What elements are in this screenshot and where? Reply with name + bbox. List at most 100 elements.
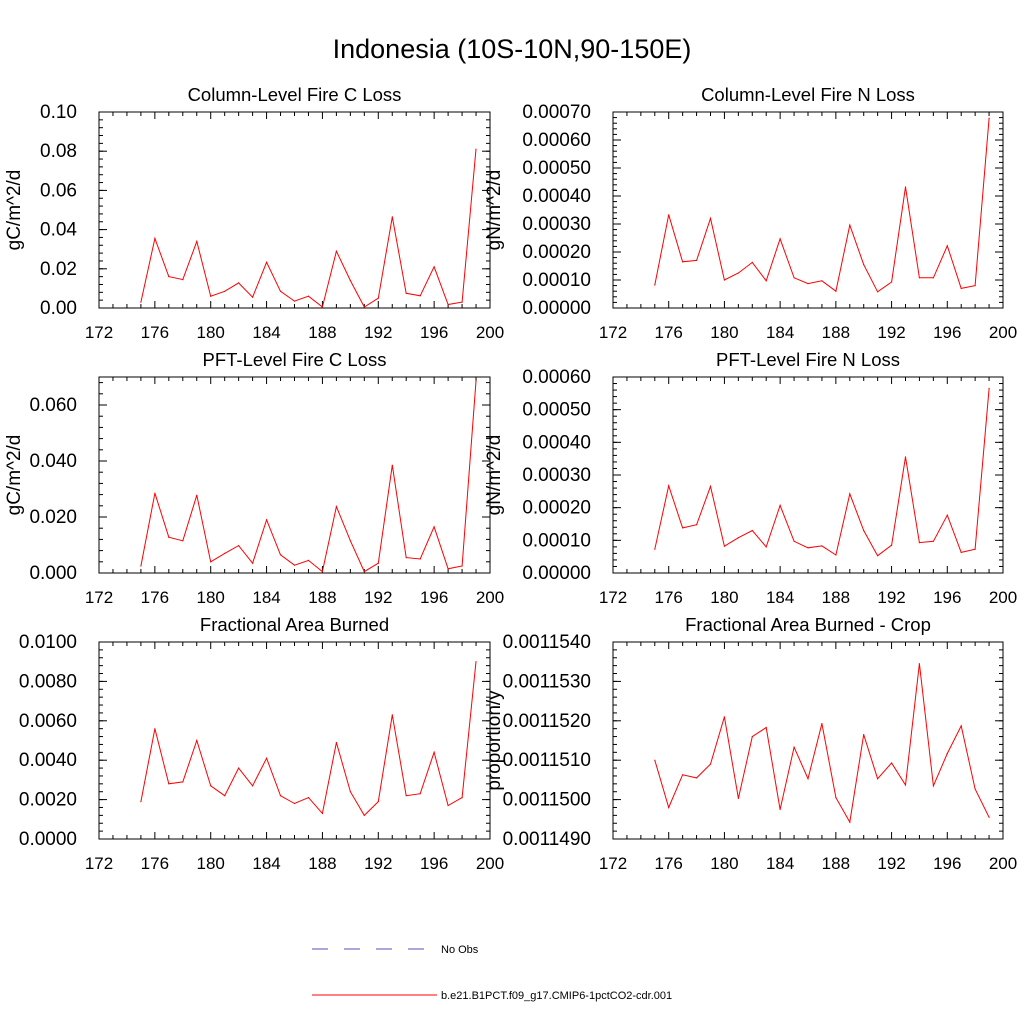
data-point bbox=[475, 380, 477, 382]
x-tick-label: 176 bbox=[655, 323, 683, 342]
data-point bbox=[835, 797, 837, 799]
y-axis-label: gN/m^2/d bbox=[484, 170, 505, 251]
data-point bbox=[377, 297, 379, 299]
data-point bbox=[877, 291, 879, 293]
y-axis-label: gC/m^2/d bbox=[4, 170, 25, 251]
data-point bbox=[682, 527, 684, 529]
data-point bbox=[307, 559, 310, 562]
data-point bbox=[654, 548, 656, 550]
x-tick-label: 196 bbox=[933, 588, 961, 607]
data-point bbox=[363, 814, 365, 817]
data-point bbox=[723, 716, 726, 718]
data-point bbox=[877, 555, 879, 557]
y-tick-label: 0.00030 bbox=[522, 214, 591, 235]
data-point bbox=[405, 292, 407, 294]
data-point bbox=[709, 217, 712, 219]
y-tick-label: 0.00040 bbox=[522, 186, 591, 207]
x-tick-label: 172 bbox=[85, 323, 113, 342]
y-tick-label: 0.10 bbox=[40, 102, 77, 123]
y-tick-label: 0.000 bbox=[29, 563, 77, 584]
data-point bbox=[210, 295, 212, 297]
data-point bbox=[252, 562, 254, 564]
data-point bbox=[904, 456, 907, 458]
y-tick-label: 0.00000 bbox=[522, 298, 591, 319]
x-tick-label: 192 bbox=[877, 323, 905, 342]
plot-frame bbox=[612, 376, 1004, 574]
y-tick-label: 0.0011510 bbox=[503, 750, 591, 771]
chart-panel-2: 172 176 180 184 188 192 196 200 0.00000 0.00010 0.… bbox=[484, 84, 1017, 342]
data-point bbox=[335, 741, 337, 744]
x-tick-label: 180 bbox=[197, 854, 225, 873]
y-tick-label: 0.00010 bbox=[522, 530, 591, 551]
x-tick-label: 172 bbox=[85, 854, 113, 873]
y-tick-label: 0.040 bbox=[29, 451, 77, 472]
y-tick-label: 0.0080 bbox=[19, 671, 77, 692]
data-point bbox=[182, 279, 184, 281]
data-point bbox=[293, 564, 296, 566]
x-tick-label: 200 bbox=[989, 854, 1017, 873]
y-tick-label: 0.00060 bbox=[522, 367, 591, 388]
data-point bbox=[904, 784, 907, 786]
data-point bbox=[335, 250, 337, 252]
data-point bbox=[751, 261, 753, 263]
data-point bbox=[293, 802, 296, 805]
x-tick-label: 196 bbox=[933, 854, 961, 873]
panel-title: PFT-Level Fire N Loss bbox=[716, 349, 900, 370]
y-axis-label: gC/m^2/d bbox=[4, 435, 25, 516]
data-point bbox=[737, 537, 740, 539]
data-point bbox=[140, 565, 142, 567]
data-point bbox=[168, 783, 170, 785]
data-point bbox=[293, 300, 296, 302]
figure-title: Indonesia (10S-10N,90-150E) bbox=[332, 34, 692, 64]
x-tick-label: 196 bbox=[420, 588, 448, 607]
data-point bbox=[419, 295, 421, 297]
data-point bbox=[988, 117, 990, 119]
legend-label-2: b.e21.B1PCT.f09_g17.CMIP6-1pctCO2-cdr.00… bbox=[441, 990, 672, 1002]
data-point bbox=[779, 504, 781, 506]
data-point bbox=[419, 558, 421, 560]
x-tick-label: 192 bbox=[364, 588, 392, 607]
data-point bbox=[696, 777, 698, 779]
y-tick-label: 0.0020 bbox=[19, 790, 77, 811]
legend: No Obs b.e21.B1PCT.f09_g17.CMIP6-1pctCO2-… bbox=[312, 944, 672, 1002]
chart-panel-4: 172 176 180 184 188 192 196 200 0.00000 0.00010 0.… bbox=[484, 349, 1017, 607]
data-point bbox=[779, 238, 781, 240]
data-point bbox=[988, 816, 990, 818]
x-tick-label: 184 bbox=[252, 323, 280, 342]
data-point bbox=[737, 272, 740, 274]
data-point bbox=[821, 280, 823, 282]
data-point bbox=[461, 565, 463, 567]
x-tick-label: 176 bbox=[655, 588, 683, 607]
panel-title: Fractional Area Burned bbox=[200, 614, 389, 635]
data-point bbox=[266, 757, 268, 759]
data-point bbox=[779, 808, 781, 811]
y-tick-label: 0.02 bbox=[40, 259, 77, 280]
panel-title: Fractional Area Burned - Crop bbox=[685, 614, 931, 635]
x-tick-label: 180 bbox=[197, 323, 225, 342]
data-point bbox=[475, 661, 477, 663]
y-tick-label: 0.00060 bbox=[522, 130, 591, 151]
x-tick-label: 188 bbox=[308, 323, 336, 342]
y-tick-label: 0.00020 bbox=[522, 498, 591, 519]
data-point bbox=[793, 746, 795, 748]
data-point bbox=[723, 545, 726, 547]
plot-frame bbox=[612, 111, 1004, 309]
panel-title: Column-Level Fire C Loss bbox=[188, 84, 402, 105]
panel-title: PFT-Level Fire C Loss bbox=[202, 349, 386, 370]
data-point bbox=[988, 387, 990, 389]
x-tick-label: 188 bbox=[308, 854, 336, 873]
data-point bbox=[224, 795, 226, 797]
y-axis-label: proportion/y bbox=[484, 690, 505, 791]
data-point bbox=[210, 561, 212, 563]
data-point bbox=[196, 494, 198, 496]
x-tick-label: 196 bbox=[933, 323, 961, 342]
data-point bbox=[709, 763, 712, 765]
data-point bbox=[668, 485, 670, 487]
data-point bbox=[266, 261, 268, 263]
data-point bbox=[654, 284, 656, 286]
data-point bbox=[682, 261, 684, 263]
data-point bbox=[461, 301, 463, 303]
x-tick-label: 176 bbox=[141, 588, 169, 607]
x-tick-label: 200 bbox=[989, 323, 1017, 342]
data-point bbox=[835, 290, 837, 292]
